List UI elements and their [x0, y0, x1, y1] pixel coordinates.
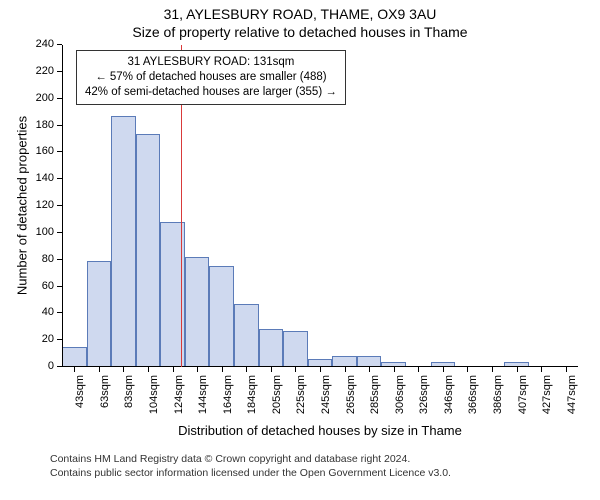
- x-tick: [271, 367, 272, 372]
- y-tick: [57, 339, 62, 340]
- x-tick-label: 184sqm: [246, 375, 258, 425]
- y-tick: [57, 259, 62, 260]
- histogram-bar: [111, 116, 136, 367]
- x-tick: [443, 367, 444, 372]
- y-tick-label: 0: [24, 360, 54, 372]
- x-tick: [173, 367, 174, 372]
- chart-title-line2: Size of property relative to detached ho…: [0, 22, 600, 40]
- y-axis-line: [62, 45, 63, 367]
- y-tick: [57, 312, 62, 313]
- x-tick: [197, 367, 198, 372]
- y-tick-label: 140: [24, 172, 54, 184]
- y-tick-label: 120: [24, 199, 54, 211]
- histogram-bar: [234, 304, 259, 367]
- y-tick: [57, 151, 62, 152]
- x-tick: [320, 367, 321, 372]
- x-tick-label: 447sqm: [566, 375, 578, 425]
- x-tick: [123, 367, 124, 372]
- x-tick: [418, 367, 419, 372]
- x-tick-label: 205sqm: [271, 375, 283, 425]
- y-tick-label: 80: [24, 253, 54, 265]
- x-tick: [394, 367, 395, 372]
- x-tick-label: 124sqm: [173, 375, 185, 425]
- x-axis-label: Distribution of detached houses by size …: [62, 423, 578, 438]
- histogram-bar: [62, 347, 87, 367]
- x-tick-label: 245sqm: [320, 375, 332, 425]
- y-tick: [57, 44, 62, 45]
- x-tick: [74, 367, 75, 372]
- x-tick-label: 407sqm: [517, 375, 529, 425]
- x-tick-label: 104sqm: [148, 375, 160, 425]
- histogram-bar: [87, 261, 112, 367]
- x-tick: [148, 367, 149, 372]
- y-tick: [57, 286, 62, 287]
- y-tick-label: 40: [24, 306, 54, 318]
- x-tick-label: 306sqm: [394, 375, 406, 425]
- y-tick-label: 60: [24, 280, 54, 292]
- annotation-box: 31 AYLESBURY ROAD: 131sqm ← 57% of detac…: [76, 50, 346, 105]
- y-tick-label: 240: [24, 38, 54, 50]
- x-tick: [222, 367, 223, 372]
- y-tick-label: 20: [24, 333, 54, 345]
- x-tick-label: 43sqm: [74, 375, 86, 425]
- y-tick: [57, 98, 62, 99]
- x-tick: [492, 367, 493, 372]
- x-tick-label: 427sqm: [541, 375, 553, 425]
- x-tick-label: 144sqm: [197, 375, 209, 425]
- y-tick: [57, 178, 62, 179]
- annotation-line2: ← 57% of detached houses are smaller (48…: [85, 70, 337, 85]
- x-tick-label: 164sqm: [222, 375, 234, 425]
- x-tick-label: 366sqm: [467, 375, 479, 425]
- footer-line2: Contains public sector information licen…: [50, 467, 451, 479]
- histogram-bar: [283, 331, 308, 367]
- y-tick: [57, 125, 62, 126]
- x-tick-label: 386sqm: [492, 375, 504, 425]
- y-tick-label: 220: [24, 65, 54, 77]
- y-tick: [57, 232, 62, 233]
- x-tick-label: 63sqm: [99, 375, 111, 425]
- y-tick-label: 180: [24, 119, 54, 131]
- x-tick-label: 326sqm: [418, 375, 430, 425]
- histogram-bar: [185, 257, 210, 367]
- x-tick: [295, 367, 296, 372]
- x-tick: [467, 367, 468, 372]
- x-tick: [517, 367, 518, 372]
- annotation-line1: 31 AYLESBURY ROAD: 131sqm: [85, 55, 337, 70]
- x-tick: [541, 367, 542, 372]
- x-tick: [566, 367, 567, 372]
- x-tick-label: 265sqm: [345, 375, 357, 425]
- annotation-line3: 42% of semi-detached houses are larger (…: [85, 85, 337, 100]
- y-tick: [57, 205, 62, 206]
- chart-title-line1: 31, AYLESBURY ROAD, THAME, OX9 3AU: [0, 0, 600, 22]
- x-tick: [99, 367, 100, 372]
- x-tick: [246, 367, 247, 372]
- y-tick-label: 200: [24, 92, 54, 104]
- x-tick-label: 346sqm: [443, 375, 455, 425]
- footer-line1: Contains HM Land Registry data © Crown c…: [50, 453, 410, 465]
- histogram-bar: [209, 266, 234, 367]
- x-tick-label: 285sqm: [369, 375, 381, 425]
- y-tick: [57, 366, 62, 367]
- y-tick-label: 100: [24, 226, 54, 238]
- histogram-bar: [259, 329, 284, 367]
- x-tick: [369, 367, 370, 372]
- y-tick-label: 160: [24, 145, 54, 157]
- x-tick-label: 225sqm: [295, 375, 307, 425]
- histogram-bar: [136, 134, 161, 367]
- x-tick-label: 83sqm: [123, 375, 135, 425]
- x-tick: [345, 367, 346, 372]
- y-tick: [57, 71, 62, 72]
